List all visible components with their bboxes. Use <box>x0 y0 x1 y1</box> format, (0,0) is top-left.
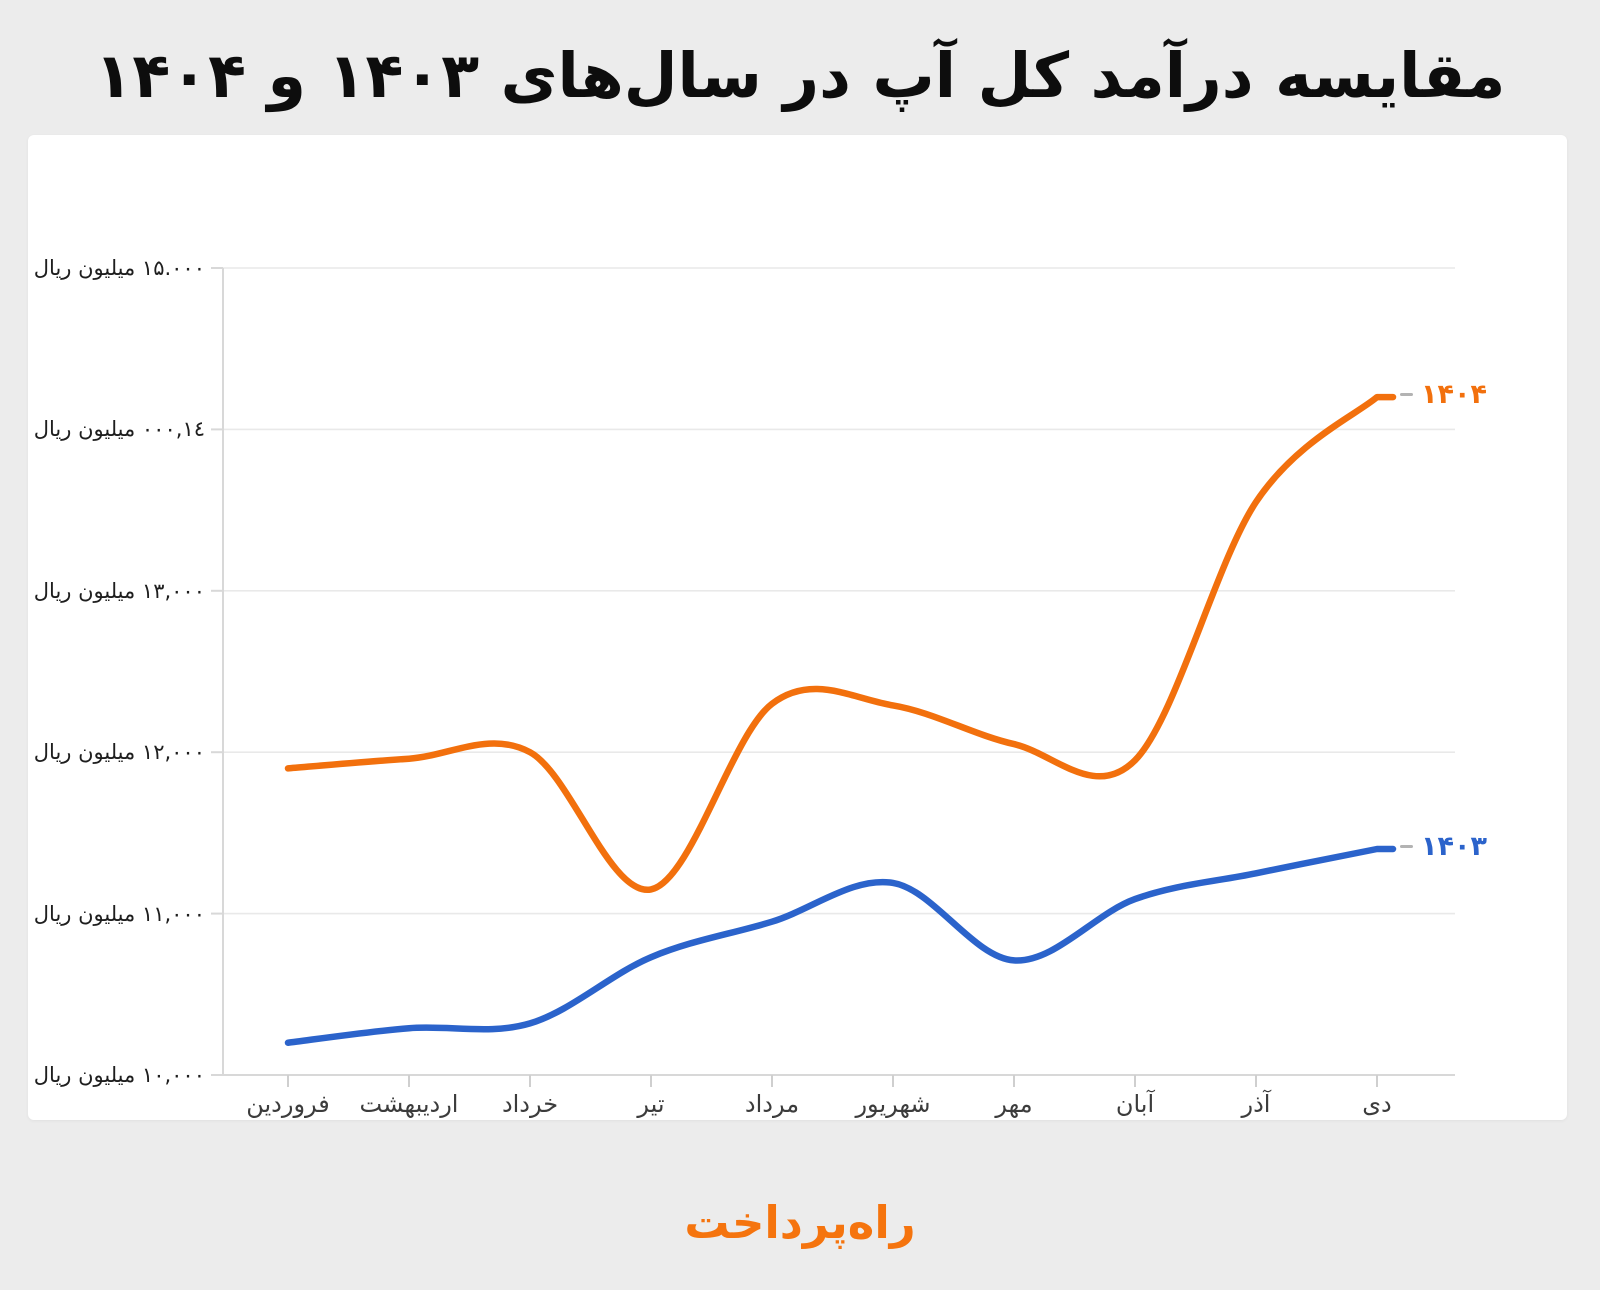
rahpardakht-logo: راه‌پرداخت <box>684 1195 916 1249</box>
x-tick-label: تیر <box>637 1090 665 1118</box>
page-title: مقایسه درآمد کل آپ در سال‌های ۱۴۰۳ و ۱۴۰… <box>94 38 1506 112</box>
x-tick-label: فروردین <box>246 1090 330 1118</box>
series-end-label-1404: ۱۴۰۴ <box>1400 379 1487 410</box>
series-end-label-text: ۱۴۰۳ <box>1421 831 1487 863</box>
x-tick-label: خرداد <box>501 1090 559 1118</box>
x-tick-label: آبان <box>1115 1090 1155 1118</box>
x-tick-label: شهریور <box>855 1090 931 1118</box>
chart-card: ۱۵.۰۰۰ میلیون ریال ۱٤,۰۰۰ میلیون ریال ۱۳… <box>28 135 1567 1120</box>
x-tick-label: اردیبهشت <box>359 1090 459 1118</box>
x-tick-label: مهر <box>995 1090 1033 1118</box>
x-tick-label: دی <box>1362 1090 1392 1118</box>
y-tick-label: ۱۲,۰۰۰ میلیون ریال <box>33 740 205 764</box>
leader-dash <box>1400 845 1413 849</box>
leader-dash <box>1400 393 1413 397</box>
y-tick-label: ۱۵.۰۰۰ میلیون ریال <box>33 256 205 280</box>
y-tick-label: ۱٤,۰۰۰ میلیون ریال <box>33 417 205 441</box>
x-tick-label: مرداد <box>744 1090 800 1118</box>
series-end-label-text: ۱۴۰۴ <box>1421 379 1487 411</box>
y-tick-label: ۱۰,۰۰۰ میلیون ریال <box>33 1063 205 1087</box>
x-tick-label: آذر <box>1241 1090 1271 1118</box>
y-tick-label: ۱۳,۰۰۰ میلیون ریال <box>33 579 205 603</box>
series-end-label-1403: ۱۴۰۳ <box>1400 831 1487 862</box>
y-tick-label: ۱۱,۰۰۰ میلیون ریال <box>33 902 205 926</box>
line-chart <box>211 267 1455 1087</box>
